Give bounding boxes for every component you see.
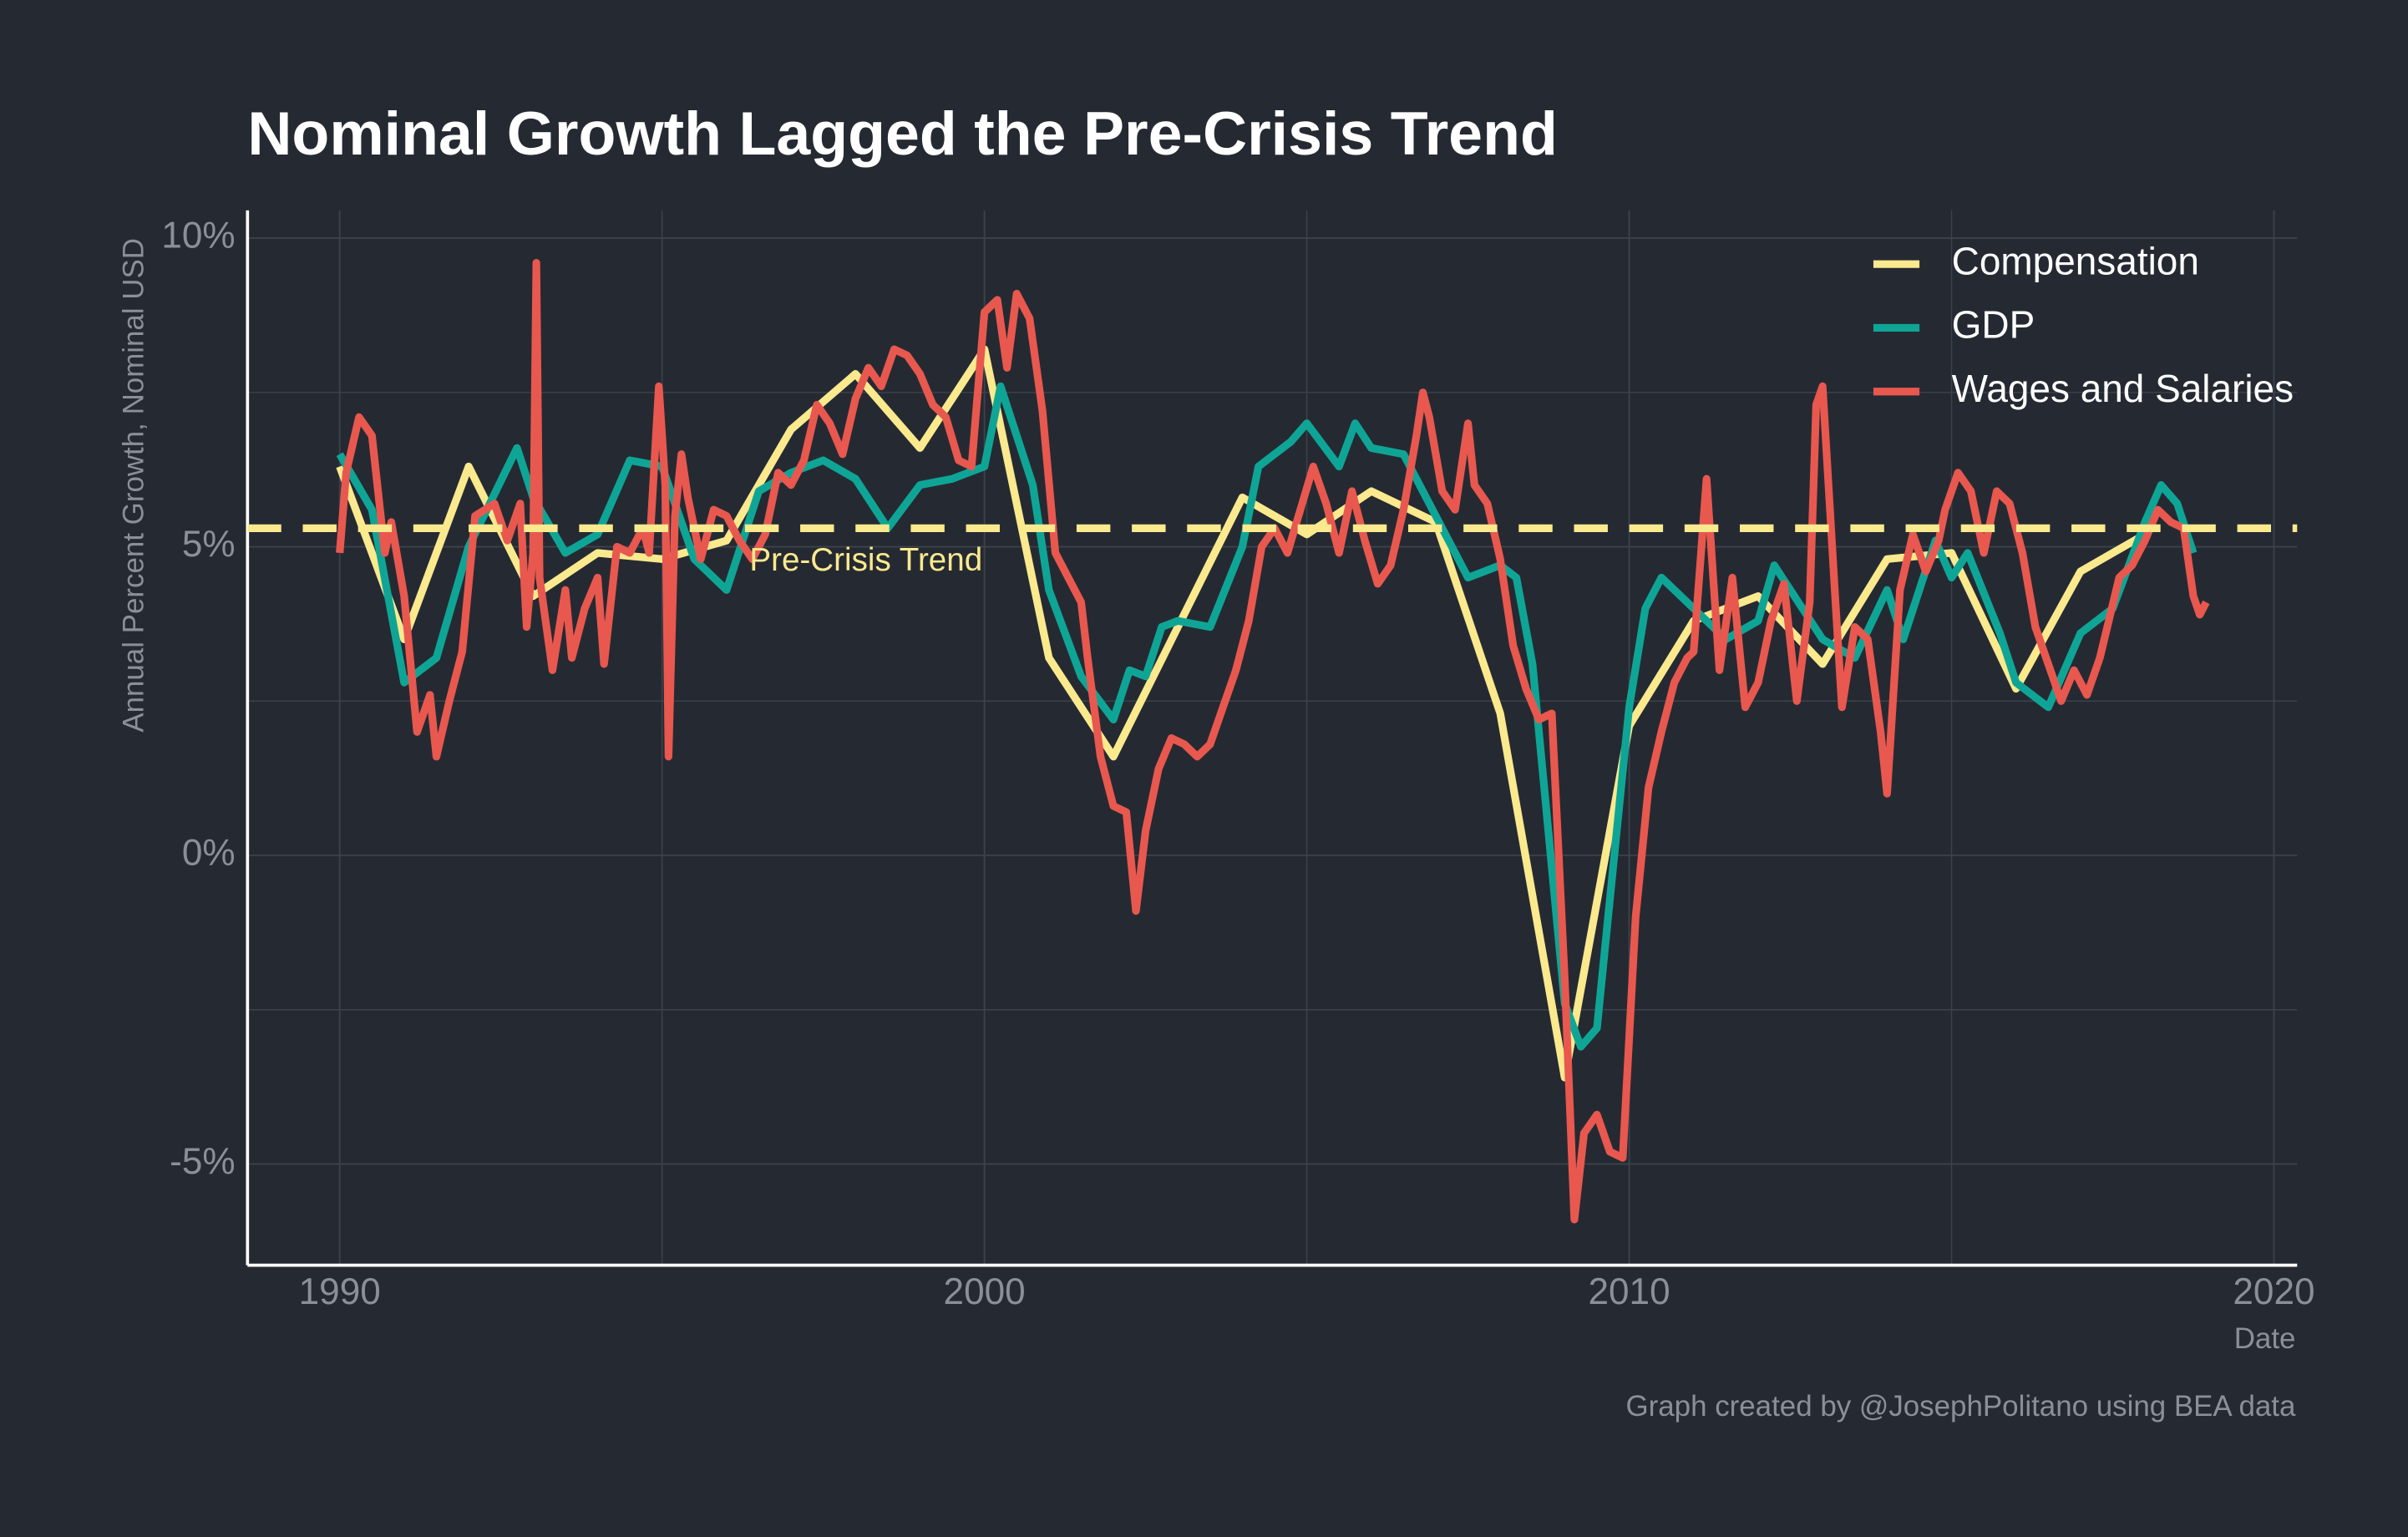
series-line [336, 259, 2210, 1224]
y-axis-label: Annual Percent Growth, Nominal USD [117, 238, 150, 733]
series-line [336, 382, 2198, 1051]
x-tick-label: 2020 [2233, 1271, 2314, 1312]
x-tick-label: 2000 [944, 1271, 1026, 1312]
y-tick-label: 0% [182, 833, 236, 874]
x-tick-label: 2010 [1588, 1271, 1670, 1312]
legend-label: Wages and Salaries [1952, 367, 2294, 410]
legend-label: Compensation [1952, 239, 2199, 282]
x-tick-label: 1990 [299, 1271, 381, 1312]
y-tick-label: 10% [161, 216, 235, 256]
chart-title: Nominal Growth Lagged the Pre-Crisis Tre… [247, 99, 1558, 168]
caption: Graph created by @JosephPolitano using B… [1625, 1390, 2296, 1423]
y-tick-label: -5% [170, 1141, 235, 1182]
trend-label: Pre-Crisis Trend [749, 542, 982, 578]
x-axis-label: Date [2234, 1322, 2296, 1355]
series-line [336, 345, 2147, 1082]
plot-area: -5% 0% 5% 10% 1990 2000 2010 2020 Pre-Crisis Tre… [161, 210, 2315, 1312]
legend-label: GDP [1952, 303, 2035, 347]
y-tick-label: 5% [182, 524, 236, 565]
